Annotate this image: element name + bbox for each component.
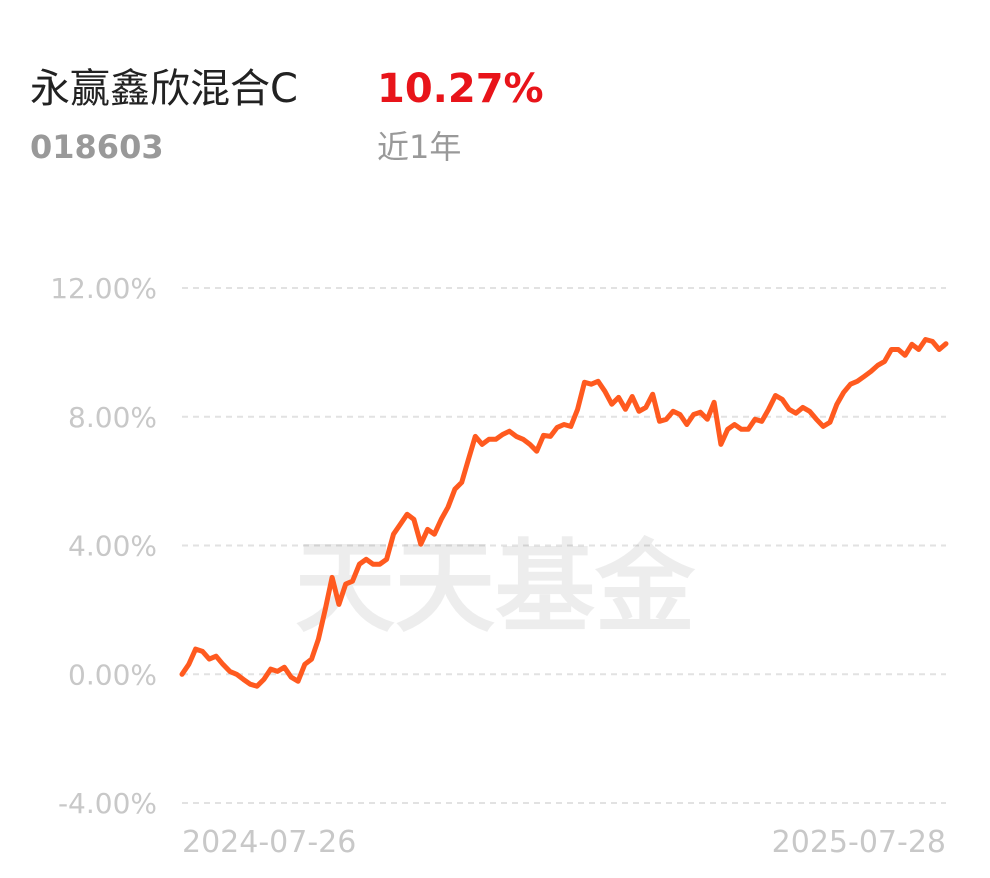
period: 近1年 (377, 128, 461, 166)
line-series (179, 337, 949, 689)
x-tick-label: 2025-07-28 (772, 825, 946, 860)
y-tick-label: 12.00% (50, 272, 157, 305)
y-tick-label: -4.00% (58, 787, 157, 820)
x-tick-label: 2024-07-26 (182, 825, 356, 860)
watermark: 天天基金 (295, 529, 696, 646)
return: 10.27% (377, 66, 544, 112)
fund-name: 永赢鑫欣混合C (30, 66, 298, 112)
y-tick-label: 0.00% (68, 658, 157, 691)
y-tick-label: 4.00% (68, 530, 157, 563)
y-tick-label: 8.00% (68, 401, 157, 434)
fund-code: 018603 (30, 128, 164, 166)
